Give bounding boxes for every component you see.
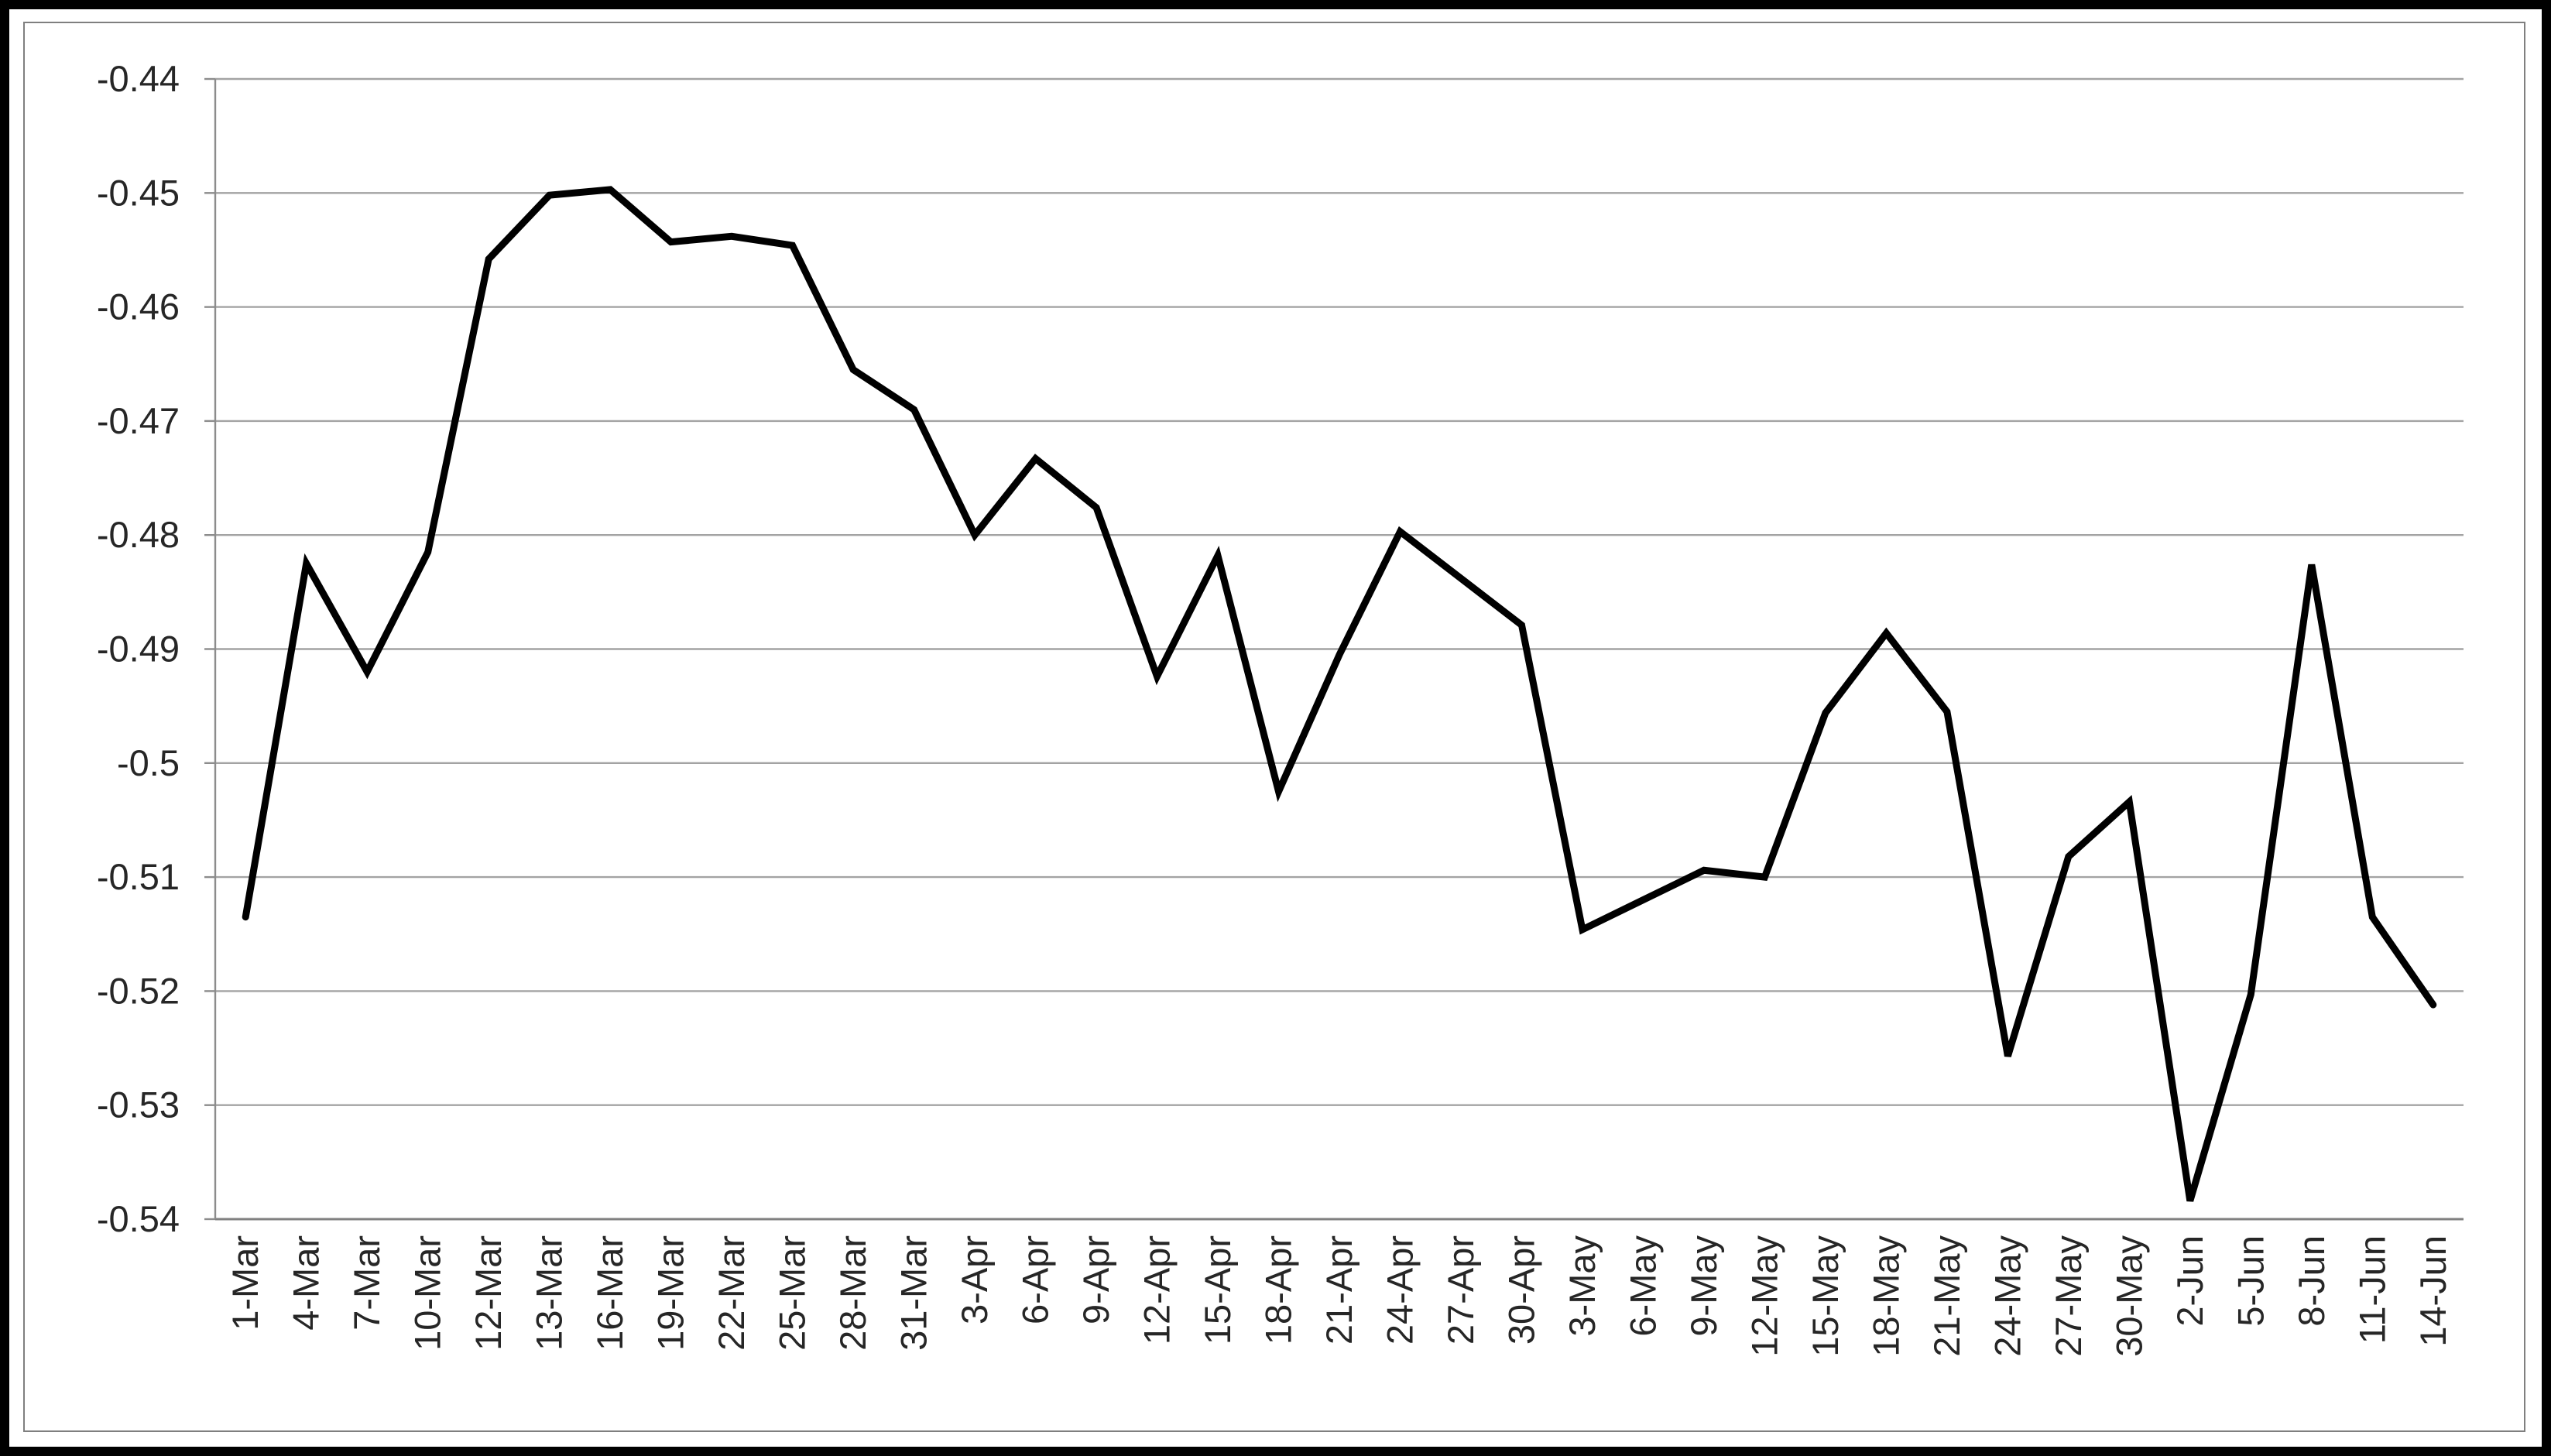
x-axis-tick-label: 12-Mar (468, 1235, 509, 1351)
x-axis-tick-label: 18-Apr (1258, 1235, 1299, 1345)
x-axis-tick-label: 12-May (1744, 1235, 1785, 1357)
x-axis-tick-label: 30-Apr (1500, 1235, 1541, 1345)
x-axis-tick-label: 27-May (2048, 1235, 2089, 1357)
series-line (242, 186, 2437, 1202)
x-axis-tick-label: 24-May (1987, 1235, 2028, 1357)
x-axis-tick-label: 3-May (1562, 1235, 1603, 1337)
x-axis-tick-label: 15-Apr (1197, 1235, 1238, 1345)
x-axis-tick-label: 15-May (1805, 1235, 1846, 1357)
x-axis-tick-label: 30-May (2108, 1235, 2149, 1357)
x-axis-tick-label: 16-Mar (589, 1235, 630, 1351)
x-axis-tick-label: 27-Apr (1440, 1235, 1481, 1345)
y-axis-tick-label: -0.49 (97, 629, 180, 670)
x-axis-tick-label: 13-Mar (529, 1235, 570, 1351)
x-axis-tick-label: 24-Apr (1379, 1235, 1420, 1345)
x-axis-tick-label: 22-Mar (711, 1235, 752, 1351)
x-axis-tick-label: 28-Mar (832, 1235, 873, 1351)
x-axis-tick-label: 3-Apr (954, 1235, 995, 1324)
chart-canvas (23, 22, 2525, 1432)
y-axis-tick-label: -0.53 (97, 1084, 180, 1125)
x-axis-tick-label: 1-Mar (225, 1235, 266, 1331)
x-axis-tick-label: 9-Apr (1075, 1235, 1116, 1324)
x-axis-tick-label: 7-Mar (346, 1235, 387, 1331)
x-axis-tick-label: 21-Apr (1318, 1235, 1360, 1345)
y-axis-tick-label: -0.5 (117, 742, 180, 783)
x-axis-tick-label: 25-Mar (772, 1235, 813, 1351)
x-axis-tick-label: 6-Apr (1015, 1235, 1056, 1324)
y-axis-tick-label: -0.46 (97, 286, 180, 327)
x-axis-tick-label: 2-Jun (2169, 1235, 2210, 1327)
y-axis-tick-label: -0.51 (97, 856, 180, 897)
y-axis-tick-label: -0.45 (97, 172, 180, 213)
x-axis-tick-label: 5-Jun (2230, 1235, 2271, 1327)
x-axis-tick-label: 21-May (1926, 1235, 1967, 1357)
x-axis-tick-label: 18-May (1865, 1235, 1906, 1357)
y-axis-tick-label: -0.44 (97, 58, 180, 99)
x-axis-tick-label: 11-Jun (2351, 1235, 2392, 1344)
x-axis-tick-label: 12-Apr (1137, 1235, 1178, 1345)
y-axis-tick-label: -0.54 (97, 1198, 180, 1239)
y-axis-tick-label: -0.48 (97, 514, 180, 555)
x-axis-tick-label: 10-Mar (407, 1235, 448, 1351)
x-axis-tick-label: 14-Jun (2412, 1235, 2453, 1347)
x-axis-tick-label: 4-Mar (286, 1235, 327, 1331)
x-axis-tick-label: 31-Mar (893, 1235, 934, 1351)
y-axis-tick-label: -0.52 (97, 970, 180, 1011)
x-axis-tick-label: 9-May (1683, 1235, 1724, 1337)
x-axis-tick-label: 8-Jun (2291, 1235, 2332, 1327)
x-axis-tick-label: 6-May (1622, 1235, 1663, 1337)
y-axis-tick-label: -0.47 (97, 400, 180, 441)
x-axis-tick-label: 19-Mar (650, 1235, 691, 1351)
